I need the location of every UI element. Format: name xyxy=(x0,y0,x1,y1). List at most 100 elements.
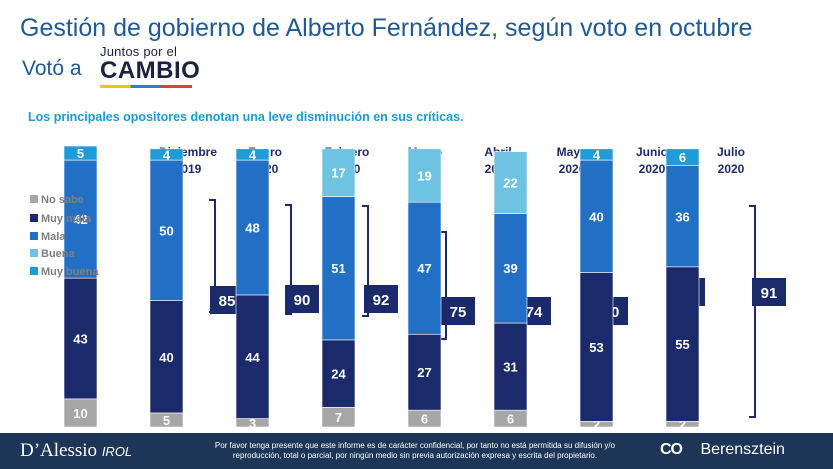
party-logo-main-text: CAMBIO xyxy=(100,57,201,84)
legend-label: Buena xyxy=(41,248,76,260)
bar-value-label: 4 xyxy=(249,147,257,162)
bar-segment xyxy=(63,159,98,279)
bracket xyxy=(749,205,756,418)
voted-for-label: Votó a xyxy=(22,57,82,80)
bar-value-label: 3 xyxy=(249,416,256,431)
legend-swatch xyxy=(30,195,38,203)
bar-segment xyxy=(407,333,442,411)
bracket xyxy=(285,204,292,315)
bar-segment xyxy=(493,322,528,411)
bar-value-label: 40 xyxy=(589,209,603,224)
chart-subtitle: Los principales opositores denotan una l… xyxy=(28,110,464,124)
berensztein-logo: CO Berensztein xyxy=(660,441,785,459)
dalessio-logo: D’Alessio IROL xyxy=(20,440,132,462)
bar-value-label: 4 xyxy=(163,147,171,162)
total-box xyxy=(752,278,786,306)
stacked-bar-chart: 1043425Diciembre201985540504Enero2020903… xyxy=(30,145,786,432)
bar-value-label: 19 xyxy=(417,169,431,184)
bar-segment xyxy=(665,148,700,166)
legend-swatch xyxy=(30,214,38,222)
bar-segment xyxy=(579,148,614,161)
dalessio-logo-text: D’Alessio xyxy=(20,440,98,461)
bar-segment xyxy=(149,300,184,414)
category-label: 2020 xyxy=(639,162,666,176)
berensztein-icon: CO xyxy=(660,441,683,458)
bar-value-label: 10 xyxy=(73,406,87,421)
berensztein-logo-text: Berensztein xyxy=(700,441,785,458)
bar-value-label: 24 xyxy=(331,367,346,382)
party-logo-colorbar xyxy=(100,85,192,88)
page-title: Gestión de gobierno de Alberto Fernández… xyxy=(20,14,753,42)
negative-total-label: 85 xyxy=(219,293,236,310)
bar-value-label: 55 xyxy=(675,337,689,352)
negative-total-label: 91 xyxy=(761,285,778,302)
negative-total-label: 75 xyxy=(450,304,467,321)
bracket xyxy=(362,205,369,317)
bar-value-label: 6 xyxy=(507,412,514,427)
category-label: Mayo xyxy=(557,145,588,159)
bar-segment xyxy=(149,148,184,161)
legend-swatch xyxy=(30,249,38,257)
bar-segment xyxy=(235,294,270,419)
category-label: Julio xyxy=(717,145,745,159)
bar-value-label: 31 xyxy=(503,360,517,375)
party-logo-top-text: Juntos por el xyxy=(100,44,178,59)
legend-label: No sabe xyxy=(41,194,84,206)
bar-value-label: 5 xyxy=(163,413,170,428)
legend-swatch xyxy=(30,267,38,275)
bar-value-label: 6 xyxy=(421,412,428,427)
total-box xyxy=(364,285,398,313)
bar-segment xyxy=(321,196,356,341)
legend-swatch xyxy=(30,232,38,240)
category-label: Junio xyxy=(636,145,668,159)
bar-value-label: 17 xyxy=(331,166,345,181)
dalessio-logo-sub: IROL xyxy=(101,444,133,459)
bar-value-label: 51 xyxy=(331,261,345,276)
bar-segment xyxy=(407,201,442,335)
bar-value-label: 5 xyxy=(77,146,84,161)
party-logo: Juntos por el CAMBIO xyxy=(100,45,200,88)
bar-value-label: 4 xyxy=(593,147,601,162)
bar-value-label: 44 xyxy=(245,350,260,365)
bar-segment xyxy=(63,398,98,428)
bar-segment xyxy=(235,159,270,296)
bar-value-label: 40 xyxy=(159,350,173,365)
negative-total-label: 92 xyxy=(373,292,390,309)
bar-value-label: 2 xyxy=(593,417,600,432)
total-box xyxy=(441,297,475,325)
bracket xyxy=(440,231,447,340)
bar-segment xyxy=(665,165,700,268)
bar-segment xyxy=(63,277,98,400)
legend-label: Muy buena xyxy=(41,266,99,278)
bar-value-label: 36 xyxy=(675,209,689,224)
bar-value-label: 22 xyxy=(503,176,517,191)
bar-value-label: 2 xyxy=(679,417,686,432)
confidentiality-note: Por favor tenga presente que este inform… xyxy=(214,441,616,460)
bar-value-label: 47 xyxy=(417,261,431,276)
total-box xyxy=(285,285,319,313)
negative-total-label: 90 xyxy=(294,292,311,309)
bar-segment xyxy=(407,148,442,203)
bar-segment xyxy=(665,266,700,422)
bar-segment xyxy=(149,159,184,301)
bar-value-label: 42 xyxy=(73,212,87,227)
bar-value-label: 48 xyxy=(245,220,259,235)
bar-value-label: 53 xyxy=(589,340,603,355)
bar-value-label: 39 xyxy=(503,261,517,276)
legend-label: Muy mala xyxy=(41,213,92,225)
category-label: 2020 xyxy=(559,162,586,176)
bar-value-label: 7 xyxy=(335,410,342,425)
category-label: 2020 xyxy=(718,162,745,176)
legend-label: Mala xyxy=(41,231,66,243)
footer-bar: D’Alessio IROL Por favor tenga presente … xyxy=(0,433,833,469)
bar-segment xyxy=(493,151,528,214)
bar-segment xyxy=(493,213,528,324)
bar-segment xyxy=(579,272,614,422)
bar-segment xyxy=(321,148,356,197)
bar-value-label: 6 xyxy=(679,150,686,165)
negative-total-label: 74 xyxy=(526,304,543,321)
bar-value-label: 50 xyxy=(159,223,173,238)
bar-value-label: 27 xyxy=(417,365,431,380)
bar-value-label: 43 xyxy=(73,331,87,346)
bar-segment xyxy=(235,148,270,161)
